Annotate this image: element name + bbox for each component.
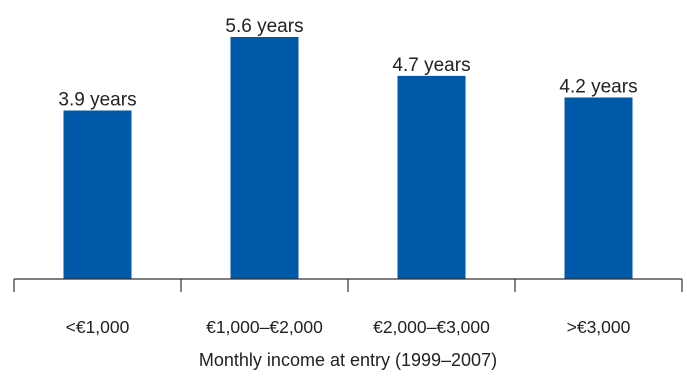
bar xyxy=(230,37,299,279)
bars-layer xyxy=(63,37,633,280)
bar-data-labels: 3.9 years 5.6 years 4.7 years 4.2 years xyxy=(58,16,637,111)
x-axis-tick-labels: <€1,000 €1,000–€2,000 €2,000–€3,000 >€3,000 xyxy=(66,317,631,337)
bar-data-label: 3.9 years xyxy=(58,90,136,111)
bar xyxy=(397,75,466,280)
bar-data-label: 5.6 years xyxy=(225,16,303,37)
x-axis-title: Monthly income at entry (1999–2007) xyxy=(199,350,497,370)
x-tick-label: <€1,000 xyxy=(66,317,130,337)
x-tick-label: €1,000–€2,000 xyxy=(206,317,323,337)
bar xyxy=(564,97,633,279)
x-tick-label: >€3,000 xyxy=(567,317,631,337)
bar xyxy=(63,110,132,279)
bar-data-label: 4.2 years xyxy=(559,77,637,98)
x-axis-ticks xyxy=(13,279,683,292)
bar-data-label: 4.7 years xyxy=(392,55,470,76)
x-tick-label: €2,000–€3,000 xyxy=(373,317,490,337)
